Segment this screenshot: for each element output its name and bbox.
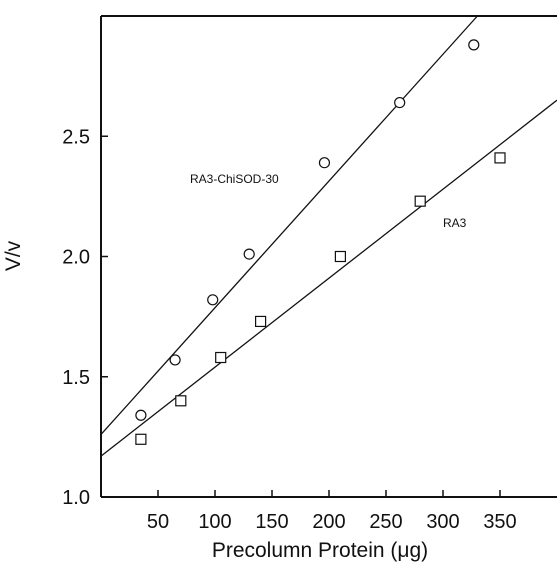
x-tick-label: 250 [369,511,402,533]
y-tick-label: 1.0 [62,487,90,509]
point-square [334,250,346,263]
data-markers [135,39,506,445]
point-square [255,315,267,328]
point-square [414,195,426,207]
y-tick-label: 2.0 [62,247,90,269]
x-ticks: 50 100 150 200 250 300 350 [147,490,517,533]
y-ticks: 1.0 1.5 2.0 2.5 [62,126,108,509]
point-circle [394,96,406,109]
y-tick-label: 2.5 [62,126,90,148]
x-axis-title: Precolumn Protein (μg) [212,539,428,562]
point-square [175,395,187,407]
point-square [215,351,227,364]
x-tick-label: 200 [312,511,345,533]
point-square [494,152,506,164]
point-circle [468,39,480,51]
fit-line-series-1 [100,99,557,457]
x-tick-label: 50 [147,511,169,533]
point-circle [318,157,331,169]
fit-line-series-0 [100,15,478,435]
point-circle [135,409,147,421]
series-label-ra3: RA3 [443,216,467,230]
point-circle [169,354,181,366]
point-circle [243,248,255,260]
point-square [135,433,147,445]
y-axis-title: V/v [2,240,25,271]
x-tick-label: 150 [255,511,288,533]
series-label-ra3-chisod-30: RA3-ChiSOD-30 [190,172,279,186]
x-tick-label: 300 [426,511,459,533]
x-tick-label: 100 [198,511,231,533]
fit-lines [100,15,557,457]
x-tick-label: 350 [483,511,516,533]
point-circle [207,294,219,306]
y-tick-label: 1.5 [62,367,90,389]
